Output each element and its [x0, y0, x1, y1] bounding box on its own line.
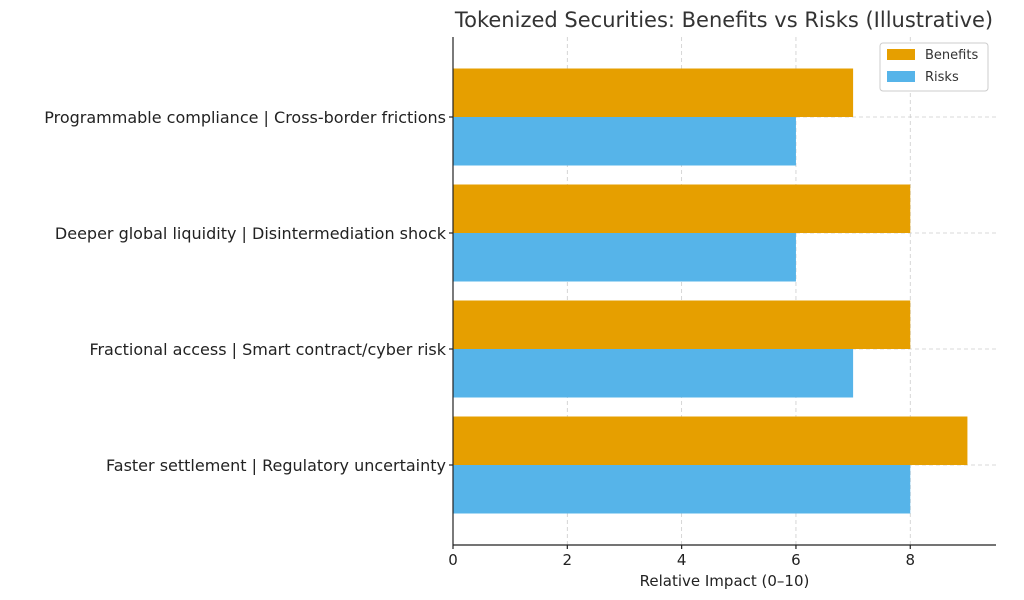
- x-tick-label: 4: [677, 551, 687, 569]
- x-tick-label: 6: [791, 551, 801, 569]
- bar-risks: [453, 465, 911, 514]
- bar-benefits: [453, 184, 911, 233]
- bars-layer: [453, 68, 968, 514]
- bar-risks: [453, 233, 796, 282]
- legend: Benefits Risks: [879, 42, 989, 92]
- y-tick-label: Fractional access | Smart contract/cyber…: [89, 340, 446, 359]
- x-tick-label: 8: [905, 551, 915, 569]
- labels-layer: Faster settlement | Regulatory uncertain…: [44, 108, 915, 569]
- bar-risks: [453, 349, 854, 398]
- chart-title: Tokenized Securities: Benefits vs Risks …: [454, 8, 993, 32]
- y-tick-label: Deeper global liquidity | Disintermediat…: [55, 224, 447, 243]
- bar-benefits: [453, 416, 968, 465]
- bar-benefits: [453, 300, 911, 349]
- legend-label-risks: Risks: [925, 70, 959, 85]
- legend-swatch-benefits: [887, 49, 915, 60]
- bar-benefits: [453, 68, 854, 117]
- y-tick-label: Faster settlement | Regulatory uncertain…: [106, 456, 446, 475]
- x-tick-label: 0: [448, 551, 458, 569]
- legend-label-benefits: Benefits: [925, 48, 978, 63]
- axes-layer: [449, 37, 996, 549]
- x-axis-label: Relative Impact (0–10): [640, 572, 810, 590]
- bar-risks: [453, 117, 796, 166]
- legend-swatch-risks: [887, 71, 915, 82]
- y-tick-label: Programmable compliance | Cross-border f…: [44, 108, 446, 127]
- x-tick-label: 2: [563, 551, 573, 569]
